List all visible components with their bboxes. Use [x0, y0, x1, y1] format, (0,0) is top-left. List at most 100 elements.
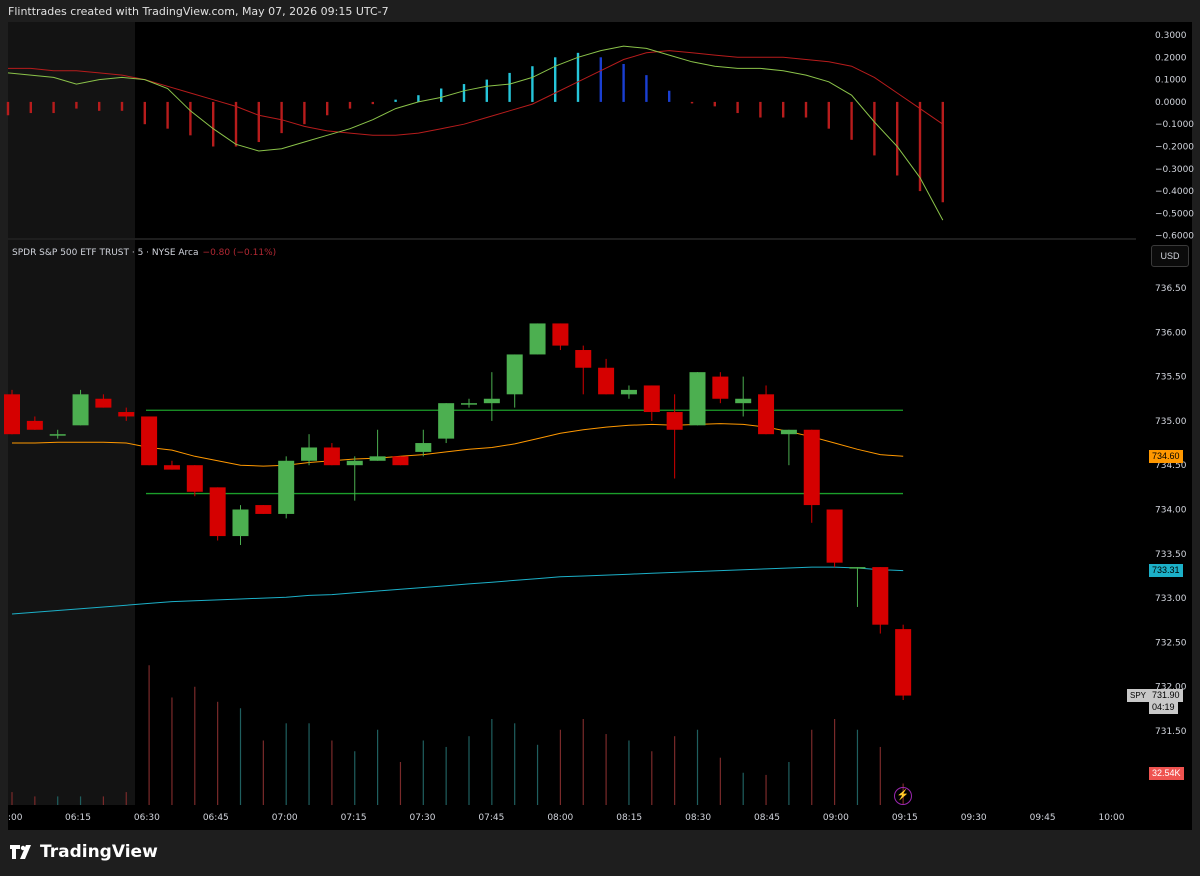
volume-price-tag: 32.54K	[1149, 767, 1184, 780]
price-tick-label: 735.00	[1155, 417, 1187, 427]
macd-tick-label: −0.5000	[1155, 209, 1194, 219]
pane-divider[interactable]	[8, 238, 1136, 240]
candle-body	[529, 323, 546, 355]
macd-histogram-bar	[896, 101, 899, 176]
candle-body	[689, 372, 706, 426]
time-tick-label: 08:00	[547, 813, 573, 823]
candle-body	[392, 456, 409, 466]
candle-body	[209, 487, 226, 537]
volume-bar	[11, 792, 13, 805]
macd-histogram-bar	[804, 101, 808, 118]
macd-histogram-bar	[462, 84, 466, 102]
macd-histogram-bar	[576, 52, 580, 102]
time-tick-label: 08:30	[685, 813, 711, 823]
macd-histogram-bar	[166, 101, 169, 129]
macd-tick-label: 0.0000	[1155, 98, 1187, 108]
candle-body	[72, 394, 89, 426]
volume-bar	[354, 751, 356, 805]
bar-countdown-tag: 04:19	[1149, 701, 1178, 714]
tradingview-logo: TradingView	[10, 842, 158, 862]
price-tick-label: 732.00	[1155, 683, 1187, 693]
macd-tick-label: −0.4000	[1155, 187, 1194, 197]
macd-histogram-bar	[918, 101, 922, 192]
volume-bar	[285, 723, 287, 805]
volume-bar	[148, 665, 150, 805]
volume-bar	[765, 774, 767, 805]
price-tick-label: 733.00	[1155, 594, 1187, 604]
price-tick-label: 732.50	[1155, 638, 1187, 648]
time-tick-label: 06:30	[134, 813, 160, 823]
volume-bar	[742, 772, 744, 805]
candle-body	[895, 629, 912, 696]
macd-histogram-bar	[212, 101, 215, 147]
macd-histogram-bar	[485, 79, 488, 102]
time-tick-label: 10:00	[1099, 813, 1125, 823]
candle-body	[506, 354, 523, 395]
price-axis[interactable]	[1136, 22, 1192, 805]
volume-bar	[491, 719, 493, 805]
time-tick-label: 08:15	[616, 813, 642, 823]
candle-body	[26, 420, 43, 430]
volume-bar	[308, 723, 310, 805]
candle-body	[118, 412, 135, 417]
symbol-legend[interactable]: SPDR S&P 500 ETF TRUST · 5 · NYSE Arca −0…	[12, 248, 276, 258]
time-tick-label: 08:45	[754, 813, 780, 823]
macd-tick-label: 0.2000	[1155, 53, 1187, 63]
macd-signal-line	[8, 50, 944, 136]
premarket-shade	[8, 22, 135, 805]
volume-bar	[239, 708, 242, 805]
candle-body	[643, 385, 660, 413]
macd-histogram-bar	[417, 95, 420, 102]
time-tick-label: 07:15	[341, 813, 367, 823]
macd-histogram-bar	[326, 101, 329, 116]
macd-histogram-bar	[736, 101, 739, 114]
ema-short-line	[12, 423, 904, 467]
time-tick-label: 09:00	[823, 813, 849, 823]
macd-histogram-bar	[348, 101, 352, 109]
volume-bar	[856, 729, 859, 805]
candle-body	[461, 403, 477, 405]
volume-bar	[399, 762, 402, 805]
macd-histogram-bar	[440, 88, 443, 102]
candle-body	[735, 398, 752, 404]
currency-button[interactable]: USD	[1151, 245, 1189, 267]
macd-line	[7, 45, 944, 221]
candle-body	[232, 509, 249, 537]
volume-bar	[834, 719, 836, 805]
time-axis[interactable]	[8, 805, 1192, 830]
volume-bar	[102, 796, 104, 805]
macd-histogram-bar	[941, 101, 944, 203]
time-tick-label: 07:30	[410, 813, 436, 823]
candle-body	[483, 398, 500, 404]
macd-tick-label: 0.1000	[1155, 76, 1187, 86]
lightning-icon[interactable]: ⚡	[894, 787, 912, 805]
price-tick-label: 734.50	[1155, 461, 1187, 471]
candle-body	[712, 376, 729, 399]
tradingview-icon	[10, 845, 31, 859]
candle-body	[415, 443, 432, 452]
macd-histogram-bar	[554, 57, 557, 102]
volume-bar	[217, 701, 219, 805]
macd-histogram-bar	[622, 63, 625, 102]
time-tick-label: 06:45	[203, 813, 229, 823]
time-tick-label: 09:30	[961, 813, 987, 823]
last-price-tag: 731.90	[1149, 689, 1183, 702]
volume-bar	[262, 740, 264, 805]
volume-bar	[788, 762, 790, 805]
macd-histogram-bar	[508, 72, 511, 102]
time-tick-label: 07:45	[478, 813, 504, 823]
macd-histogram-bar	[713, 101, 716, 107]
macd-histogram-bar	[668, 90, 671, 102]
volume-bar	[651, 751, 653, 805]
candle-body	[141, 416, 158, 466]
chart-header: Flinttrades created with TradingView.com…	[8, 5, 389, 18]
price-tick-label: 735.50	[1155, 373, 1187, 383]
volume-bar	[628, 740, 630, 805]
macd-histogram-bar	[189, 101, 192, 136]
price-tick-label: 731.50	[1155, 727, 1187, 737]
price-tick-label: 733.50	[1155, 550, 1187, 560]
candle-body	[872, 567, 889, 625]
indicator-lines	[11, 409, 904, 615]
macd-histogram-bar	[394, 99, 397, 102]
